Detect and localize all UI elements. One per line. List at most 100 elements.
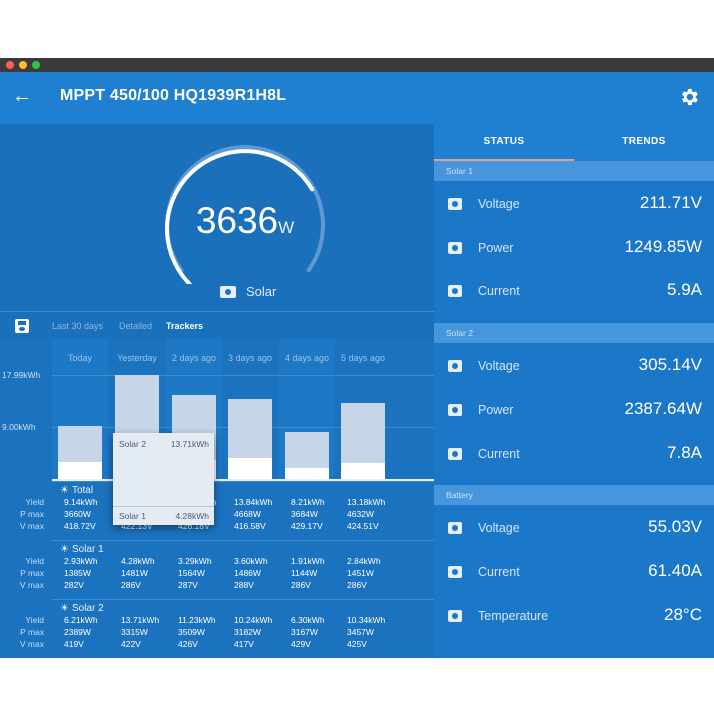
sun-icon: ☀ <box>60 544 69 555</box>
status-value: 1249.85W <box>624 236 703 256</box>
status-value: 5.9A <box>667 280 702 300</box>
minimize-window-dot[interactable] <box>19 61 27 69</box>
section-title: ☀ Solar 1 <box>60 544 104 555</box>
table-cell: 1385W <box>64 568 91 578</box>
close-window-dot[interactable] <box>6 61 14 69</box>
gear-icon[interactable] <box>678 86 700 108</box>
y-tick-label: 17.99kWh <box>2 370 41 380</box>
status-label: Power <box>478 240 514 255</box>
row-label: P max <box>20 627 44 637</box>
tab-detailed[interactable]: Detailed <box>119 321 153 331</box>
status-row[interactable]: Current 61.40A <box>434 551 714 594</box>
tooltip-solar2-name: Solar 2 <box>119 439 146 449</box>
tooltip-solar1-name: Solar 1 <box>119 511 146 521</box>
status-row[interactable]: Voltage 211.71V <box>434 183 714 226</box>
status-value: 7.8A <box>667 442 702 462</box>
section-divider <box>52 540 434 541</box>
status-row[interactable]: Voltage 55.03V <box>434 507 714 550</box>
table-cell: 1481W <box>121 568 148 578</box>
table-cell: 4668W <box>234 509 261 519</box>
section-title: ☀ Total <box>60 485 93 496</box>
section-title-text: Solar 1 <box>71 544 104 555</box>
bar-solar1[interactable] <box>228 458 272 479</box>
save-icon[interactable] <box>15 319 29 333</box>
solar-panel-icon <box>448 447 462 460</box>
maximize-window-dot[interactable] <box>32 61 40 69</box>
power-gauge: 3636W Solar <box>0 124 434 311</box>
arrow-left-icon[interactable]: ← <box>12 85 32 107</box>
table-cell: 416.58V <box>234 521 266 531</box>
solar-panel-icon <box>448 285 462 298</box>
status-row[interactable]: Temperature 28°C <box>434 595 714 638</box>
battery-icon <box>448 522 462 535</box>
table-cell: 425V <box>347 639 367 649</box>
sun-icon: ☀ <box>60 603 69 614</box>
table-cell: 3167W <box>291 627 318 637</box>
status-row[interactable]: Current 7.8A <box>434 433 714 476</box>
chart-tooltip: Solar 2 13.71kWh Solar 1 4.28kWh <box>113 433 214 525</box>
table-cell: 3660W <box>64 509 91 519</box>
solar-panel-icon <box>448 198 462 210</box>
table-cell: 3.60kWh <box>234 556 268 566</box>
table-cell: 4632W <box>347 509 374 519</box>
table-cell: 286V <box>347 580 367 590</box>
table-cell: 3457W <box>347 627 374 637</box>
table-cell: 1564W <box>178 568 205 578</box>
table-cell: 286V <box>121 580 141 590</box>
range-tabs: Last 30 days Detailed Trackers <box>0 311 434 339</box>
tooltip-solar1-value: 4.28kWh <box>175 511 209 521</box>
status-row[interactable]: Voltage 305.14V <box>434 345 714 388</box>
sun-icon: ☀ <box>60 485 69 496</box>
table-cell: 3.29kWh <box>178 556 212 566</box>
tab-trackers[interactable]: Trackers <box>166 321 204 331</box>
bar-solar1[interactable] <box>285 467 329 479</box>
status-label: Power <box>478 402 514 417</box>
group-header: Battery <box>434 485 714 506</box>
status-value: 28°C <box>664 604 702 624</box>
row-label: V max <box>19 580 44 590</box>
group-header: Solar 2 <box>434 323 714 344</box>
status-value: 305.14V <box>638 355 702 375</box>
tooltip-solar2-value: 13.71kWh <box>170 439 209 449</box>
day-label: 4 days ago <box>284 353 330 363</box>
bar-solar2[interactable] <box>228 398 272 459</box>
table-cell: 10.34kWh <box>347 615 386 625</box>
table-cell: 426.18V <box>178 521 210 531</box>
app-window: ← MPPT 450/100 HQ1939R1H8L 3636W Solar L… <box>0 58 714 658</box>
section-divider <box>52 599 434 600</box>
day-label: 2 days ago <box>171 353 217 363</box>
tab-trends[interactable]: TRENDS <box>622 136 666 147</box>
bar-solar1[interactable] <box>341 462 385 479</box>
bar-solar1[interactable] <box>58 462 102 479</box>
chart-baseline <box>52 479 434 481</box>
table-cell: 6.30kWh <box>291 615 325 625</box>
table-cell: 13.84kWh <box>234 497 273 507</box>
status-label: Current <box>478 564 520 579</box>
table-cell: 10.24kWh <box>234 615 273 625</box>
status-row[interactable]: Power 1249.85W <box>434 227 714 270</box>
solar-panel-icon <box>448 241 462 254</box>
bar-solar2[interactable] <box>58 426 102 463</box>
tab-last-30-days[interactable]: Last 30 days <box>52 321 104 331</box>
status-row[interactable]: Current 5.9A <box>434 270 714 313</box>
table-cell: 3509W <box>178 627 205 637</box>
status-row[interactable]: Power 2387.64W <box>434 389 714 432</box>
bar-solar2[interactable] <box>341 402 385 463</box>
app-bar: ← MPPT 450/100 HQ1939R1H8L <box>0 72 714 124</box>
table-cell: 422.13V <box>121 521 153 531</box>
tracker-table: ☀TotalYield9.14kWh17.99kWh14.52kWh13.84k… <box>0 481 434 658</box>
status-label: Voltage <box>478 359 520 374</box>
status-value: 2387.64W <box>624 398 703 418</box>
solar-power-value: 3636W <box>160 200 330 242</box>
table-cell: 417V <box>234 639 254 649</box>
bar-solar2[interactable] <box>285 431 329 468</box>
y-tick-label: 9.00kWh <box>2 421 36 432</box>
status-panel: STATUS TRENDS Solar 1 Voltage 211.71V Power… <box>434 124 714 658</box>
row-label: Yield <box>25 615 44 625</box>
table-cell: 429.17V <box>291 521 323 531</box>
table-cell: 9.14kWh <box>64 497 98 507</box>
row-label: Yield <box>25 556 44 566</box>
tracker-section: ☀ Solar 2 Yield 6.21kWh 13.71kWh 11.23kWh 10.2… <box>0 599 434 658</box>
tab-status[interactable]: STATUS <box>483 136 525 147</box>
table-cell: 1.91kWh <box>291 556 325 566</box>
